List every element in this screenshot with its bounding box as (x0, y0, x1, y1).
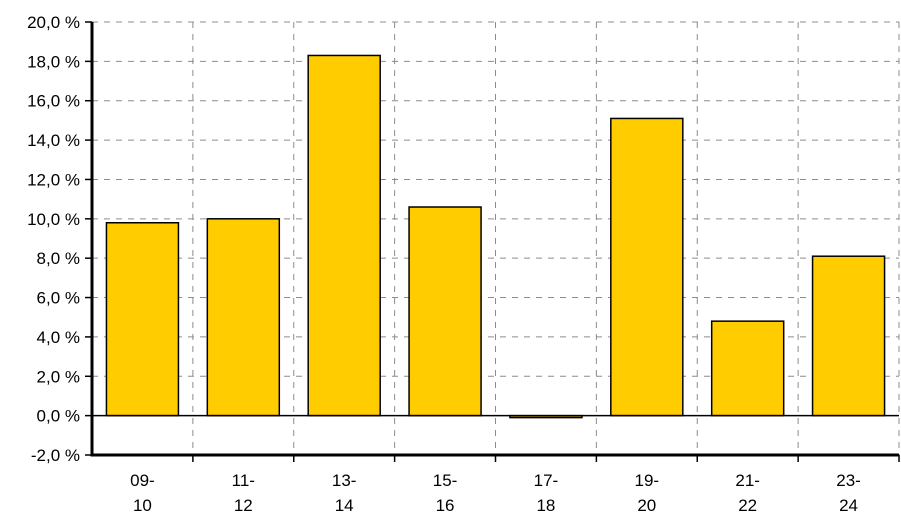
bar-15-16 (408, 206, 482, 417)
y-tick-label: 4,0 % (37, 328, 80, 347)
y-tick-label: 10,0 % (27, 210, 80, 229)
y-tick-label: 2,0 % (37, 367, 80, 386)
x-tick-label: 14 (335, 496, 354, 515)
y-tick-label: 14,0 % (27, 131, 80, 150)
y-tick-label: 18,0 % (27, 52, 80, 71)
x-tick-label: 16 (436, 496, 455, 515)
x-tick-label: 09- (130, 471, 155, 490)
x-tick-label: 19- (635, 471, 660, 490)
x-tick-label: 18 (536, 496, 555, 515)
x-tick-label: 11- (232, 471, 255, 490)
bar-11-12 (206, 218, 281, 417)
x-tick-label: 22 (738, 496, 757, 515)
x-tick-label: 13- (332, 471, 357, 490)
y-tick-label: 0,0 % (37, 407, 80, 426)
bar-19-20 (610, 117, 684, 417)
x-tick-label: 10 (133, 496, 152, 515)
x-tick-label: 17- (534, 471, 559, 490)
x-tick-label: 23- (836, 471, 861, 490)
y-tick-label: 12,0 % (27, 170, 80, 189)
y-tick-label: 16,0 % (27, 92, 80, 111)
x-tick-label: 24 (839, 496, 858, 515)
bar-23-24 (811, 255, 886, 417)
tick-labels: -2,0 % 0,0 % 2,0 % 4,0 % 6,0 % 8,0 % 10,0 % 12,… (27, 13, 861, 515)
axes (85, 21, 900, 462)
x-tick-label: 20 (637, 496, 656, 515)
x-tick-label: 21- (735, 471, 760, 490)
bar-21-22 (710, 320, 785, 417)
y-tick-label: 20,0 % (27, 13, 80, 32)
bars (105, 54, 886, 419)
bar-13-14 (307, 54, 381, 417)
x-tick-label: 12 (234, 496, 253, 515)
y-tick-label: -2,0 % (31, 446, 80, 465)
x-tick-label: 15- (433, 471, 458, 490)
y-tick-label: 6,0 % (37, 289, 80, 308)
bar-09-10 (105, 222, 180, 417)
y-tick-label: 8,0 % (37, 249, 80, 268)
